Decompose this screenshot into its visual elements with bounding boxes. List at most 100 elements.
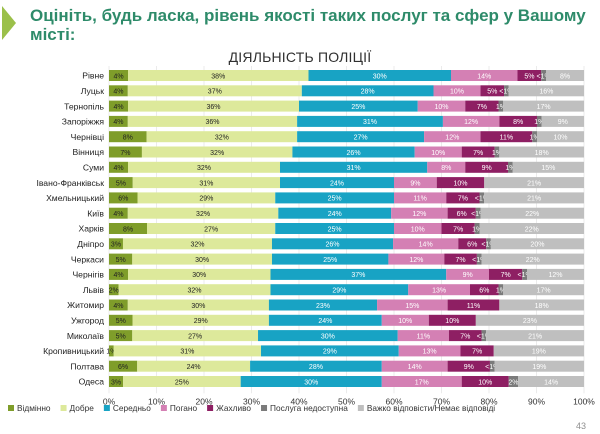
data-label: 27% (354, 135, 368, 142)
data-label: 17% (537, 288, 551, 295)
data-label: 24% (187, 364, 201, 371)
category-label: Харків (78, 224, 104, 234)
bar-segment (123, 376, 241, 387)
category-label: Тернопіль (64, 101, 104, 111)
data-label: 14% (408, 364, 422, 371)
bar-segment (446, 192, 480, 204)
data-label: 37% (351, 272, 365, 279)
bar-segment (486, 238, 491, 250)
chevron-right-icon (2, 6, 16, 40)
data-label: 16% (539, 89, 553, 96)
bar-segment (447, 360, 490, 372)
x-tick-label: 80% (480, 396, 497, 406)
data-label: 24% (318, 318, 332, 325)
bar-segment (391, 207, 448, 219)
bar-segment (271, 253, 389, 265)
category-label: Миколаїв (67, 331, 105, 341)
data-label: 12% (548, 272, 562, 279)
data-label: 25% (323, 257, 337, 264)
legend-label: Жахливо (216, 403, 251, 413)
data-label: 8% (123, 135, 133, 142)
bar-segment (122, 238, 272, 250)
data-label: 28% (309, 364, 323, 371)
data-label: 22% (526, 257, 540, 264)
bar-segment (113, 345, 261, 357)
data-label: 8% (441, 165, 451, 172)
bar-segment (109, 238, 123, 250)
bar-segment (109, 253, 133, 265)
data-label: 14% (477, 73, 491, 80)
data-label: 5% (524, 73, 534, 80)
data-label: 29% (199, 196, 213, 203)
data-label: 24% (330, 180, 344, 187)
data-label: 26% (347, 150, 361, 157)
data-label: 25% (175, 379, 189, 386)
bar-segment (475, 207, 481, 219)
data-label: 11% (500, 135, 514, 142)
data-label: 3% (111, 379, 121, 386)
category-label: Житомир (67, 300, 104, 310)
bar-segment (460, 345, 494, 357)
data-label: 10% (411, 226, 425, 233)
bar-segment (451, 70, 518, 81)
legend-label: Відмінно (17, 403, 51, 413)
data-label: 8% (513, 119, 523, 126)
bar-segment (517, 70, 542, 81)
bar-segment (408, 284, 470, 296)
data-label: 6% (467, 242, 477, 249)
data-label: 30% (192, 272, 206, 279)
bar-segment (546, 70, 584, 81)
data-label: 30% (321, 333, 335, 340)
bar-segment (498, 100, 504, 112)
bar-segment (486, 330, 584, 342)
bar-segment (278, 207, 392, 219)
bar-segment (268, 299, 378, 311)
bar-segment (127, 85, 302, 97)
x-tick-label: 100% (573, 396, 595, 406)
data-label: 11% (467, 303, 481, 310)
category-label: Кропивницький (43, 346, 104, 356)
data-label: 1% (492, 150, 502, 157)
bar-segment (141, 146, 293, 158)
bar-segment (132, 253, 272, 265)
data-label: 32% (187, 288, 201, 295)
data-label: 31% (347, 165, 361, 172)
bar-segment (127, 299, 269, 311)
bar-segment (271, 238, 394, 250)
bar-segment (147, 223, 276, 234)
bar-segment (270, 284, 409, 296)
legend-label: Послуга недоступна (270, 403, 348, 413)
bar-segment (489, 268, 523, 280)
data-label: 32% (190, 242, 204, 249)
data-label: 32% (197, 165, 211, 172)
data-label: 25% (328, 226, 342, 233)
bar-segment (275, 223, 394, 234)
bar-segment (292, 146, 415, 158)
data-label: 7% (477, 104, 487, 111)
data-label: 4% (113, 89, 123, 96)
data-label: 6% (457, 211, 467, 218)
bar-segment (109, 223, 147, 234)
category-label: Полтава (70, 361, 104, 371)
data-label: 14% (419, 242, 433, 249)
bar-segment (541, 70, 546, 81)
bar-segment (109, 376, 124, 387)
data-label: 38% (211, 73, 225, 80)
bar-segment (489, 360, 495, 372)
chart-title: ДІЯЛЬНІСТЬ ПОЛІЦІЇ (228, 49, 372, 65)
bar-segment (428, 314, 476, 326)
data-label: 9% (482, 165, 492, 172)
data-label: 18% (535, 150, 549, 157)
bar-segment (475, 314, 584, 326)
bar-segment (522, 268, 527, 280)
data-label: 4% (113, 211, 123, 218)
bar-segment (109, 360, 138, 372)
x-tick-label: 30% (243, 396, 260, 406)
bar-segment (381, 376, 462, 387)
data-label: 12% (445, 135, 459, 142)
bar-segment (270, 268, 447, 280)
data-label: 5% (487, 89, 497, 96)
bar-segment (128, 161, 280, 173)
data-label: 1% (496, 104, 506, 111)
